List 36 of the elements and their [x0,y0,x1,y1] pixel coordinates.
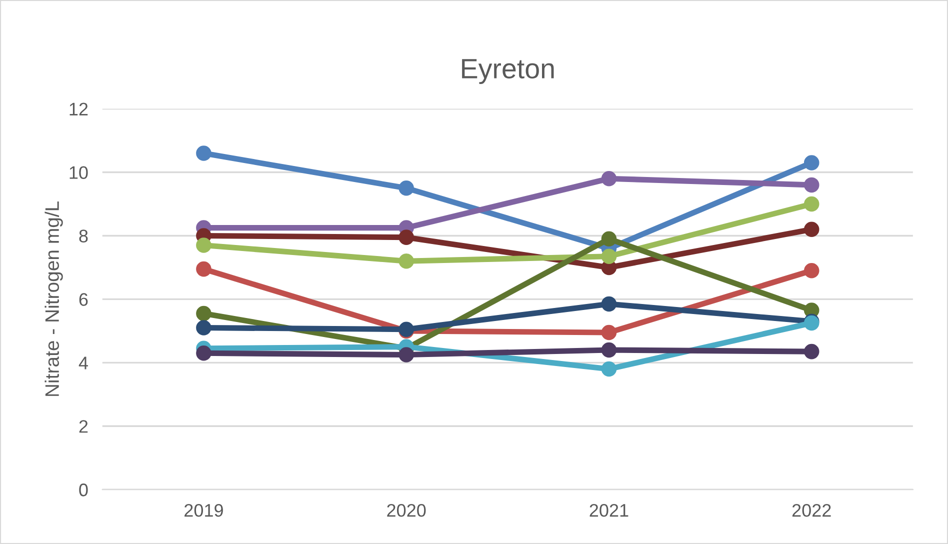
point [601,248,617,264]
point [398,230,414,245]
point [804,344,820,360]
x-tick-label: 2019 [184,504,223,517]
point [601,231,617,247]
point [196,306,212,322]
point [804,263,820,278]
point [398,180,414,196]
chart-title: Eyreton [462,59,554,84]
point [196,261,212,277]
x-tick-label: 2020 [387,504,426,517]
point [196,346,212,361]
y-tick-label: 10 [70,166,88,179]
y-tick-label: 0 [79,484,88,496]
point [398,347,414,362]
x-tick-label: 2022 [792,504,831,517]
point [601,324,617,340]
x-tick-label: 2021 [590,504,628,517]
y-tick-label: 4 [78,356,88,370]
point [804,155,820,170]
y-tick-label: 2 [79,420,88,433]
point [398,253,414,269]
point [804,222,820,238]
y-axis-title: Nitrate - Nitrogen mg/L [44,202,63,396]
point [601,342,617,358]
point [804,177,820,193]
point [804,196,820,212]
y-tick-label: 6 [79,293,88,306]
point [196,238,212,253]
point [196,320,212,336]
y-tick-label: 8 [79,230,88,242]
point [601,361,617,377]
point [601,170,617,186]
y-tick-label: 12 [70,102,88,116]
point [601,296,617,312]
point [196,146,212,161]
